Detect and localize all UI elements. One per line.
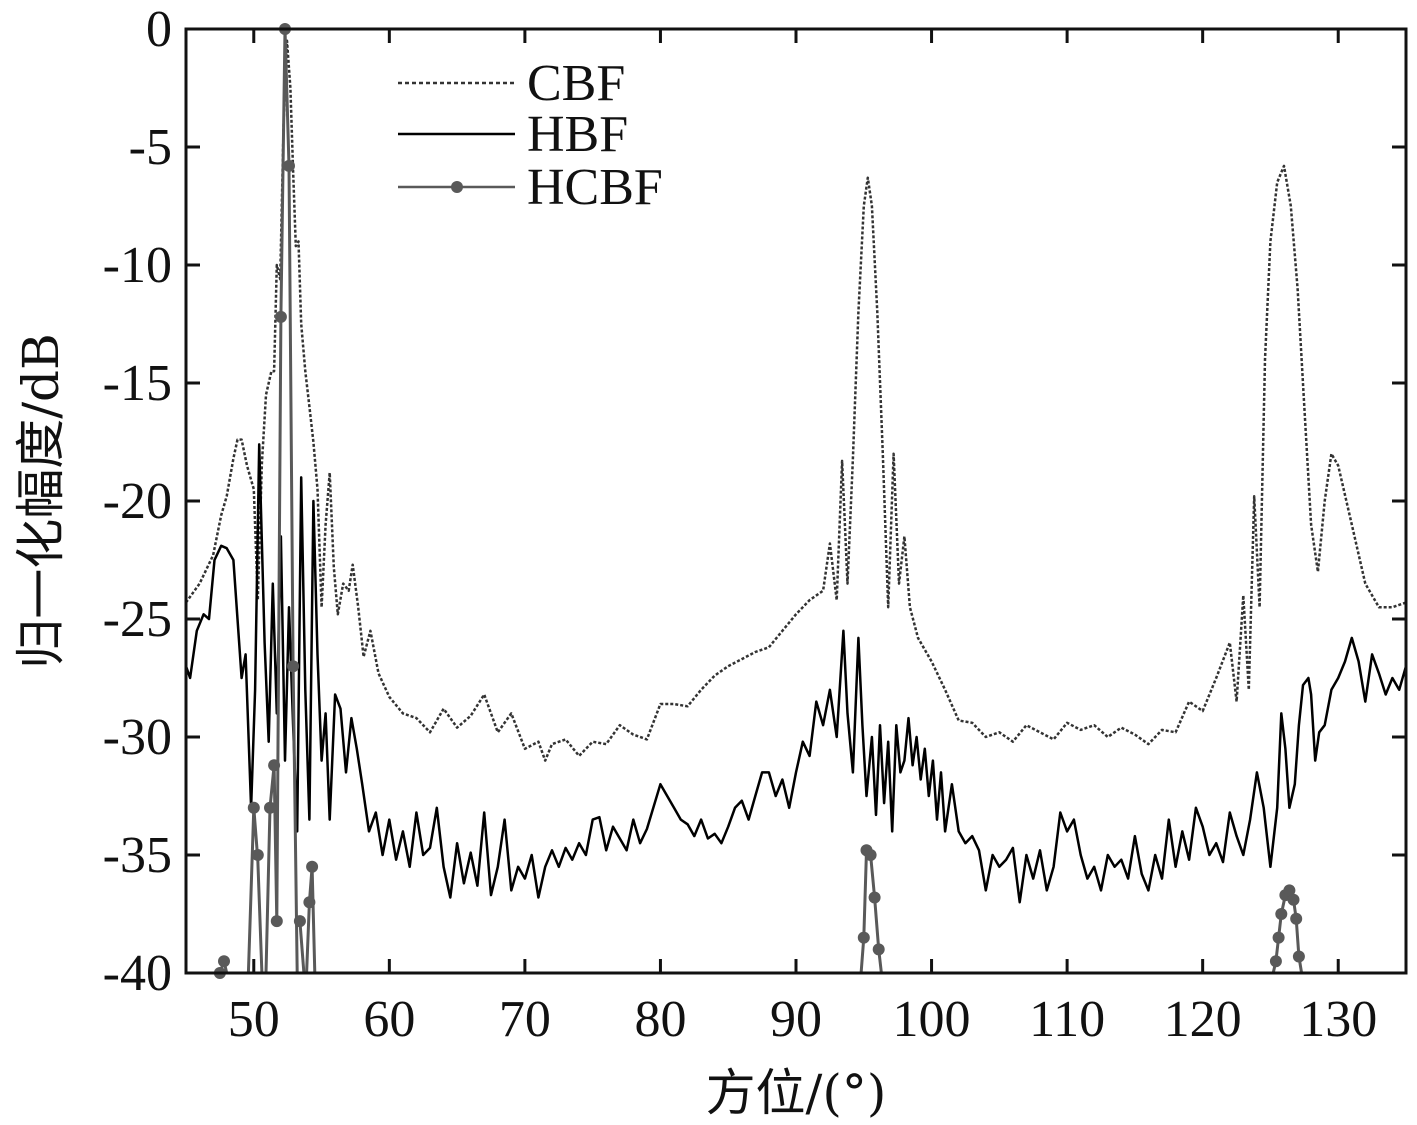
series-line-hbf xyxy=(184,443,1408,904)
y-tick-label: -25 xyxy=(103,591,172,648)
series-line-hcbf xyxy=(298,920,306,974)
series-point-hcbf xyxy=(264,801,276,814)
series-line-cbf xyxy=(184,39,1407,762)
series-point-hcbf xyxy=(293,915,306,928)
series-point-hcbf xyxy=(857,931,870,944)
x-tick-label: 130 xyxy=(1299,991,1377,1048)
series-point-hcbf xyxy=(268,759,281,772)
y-tick-label: -10 xyxy=(103,237,172,294)
y-axis-title: 归一化幅度/dB xyxy=(12,333,70,669)
series-layer xyxy=(184,23,1408,979)
series-point-hcbf xyxy=(283,159,295,172)
x-tick-label: 90 xyxy=(770,991,822,1048)
legend-entry-hbf: HBF xyxy=(398,106,628,163)
series-point-hcbf xyxy=(251,849,264,861)
series-point-hcbf xyxy=(1292,950,1305,963)
series-point-hcbf xyxy=(303,896,316,909)
x-axis-title: 方位/(°) xyxy=(706,1064,887,1122)
y-tick-label: -40 xyxy=(103,945,172,1002)
y-tick-label: 0 xyxy=(146,1,172,58)
y-tick-label: -20 xyxy=(103,473,172,530)
x-tick-label: 110 xyxy=(1029,991,1105,1048)
legend-marker-hcbf xyxy=(451,181,463,193)
series-point-hcbf xyxy=(1287,893,1300,906)
series-point-hcbf xyxy=(1283,884,1296,897)
y-tick-label: -35 xyxy=(103,827,172,884)
series-point-hcbf xyxy=(247,801,260,814)
y-tick-label: -30 xyxy=(103,709,172,766)
legend-entry-hcbf: HCBF xyxy=(398,159,663,216)
series-point-hcbf xyxy=(218,955,230,968)
legend: CBF HBF HCBF xyxy=(398,55,663,216)
series-point-hcbf xyxy=(1275,908,1288,920)
y-tick-label: -5 xyxy=(129,119,172,176)
axis-ticks xyxy=(186,27,1406,975)
x-tick-label: 70 xyxy=(499,991,551,1048)
y-tick-label: -15 xyxy=(103,355,172,412)
series-point-hcbf xyxy=(868,891,881,904)
x-tick-label: 60 xyxy=(363,991,415,1048)
series-point-hcbf xyxy=(270,915,283,928)
series-point-hcbf xyxy=(274,310,287,323)
x-tick-label: 80 xyxy=(634,991,686,1048)
x-tick-label: 50 xyxy=(228,991,280,1048)
series-point-hcbf xyxy=(864,849,877,861)
series-line-hcbf xyxy=(305,865,317,974)
series-point-hcbf xyxy=(1269,955,1282,968)
series-point-hcbf xyxy=(287,660,300,673)
legend-label-hbf: HBF xyxy=(527,106,628,163)
series-point-hcbf xyxy=(1272,931,1285,944)
series-point-hcbf xyxy=(306,860,319,873)
legend-label-hcbf: HCBF xyxy=(527,159,663,216)
x-tick-label: 120 xyxy=(1164,991,1242,1048)
axis-tick-labels: 50 60 70 80 90 100 110 120 130 0 -5 -10 -15 -20 -25 -30… xyxy=(103,1,1378,1048)
series-point-hcbf xyxy=(1290,912,1303,925)
series-point-hcbf xyxy=(872,943,885,956)
series-line-hcbf xyxy=(246,806,264,974)
legend-label-cbf: CBF xyxy=(527,55,625,112)
legend-entry-cbf: CBF xyxy=(398,55,625,112)
x-tick-label: 100 xyxy=(893,991,971,1048)
